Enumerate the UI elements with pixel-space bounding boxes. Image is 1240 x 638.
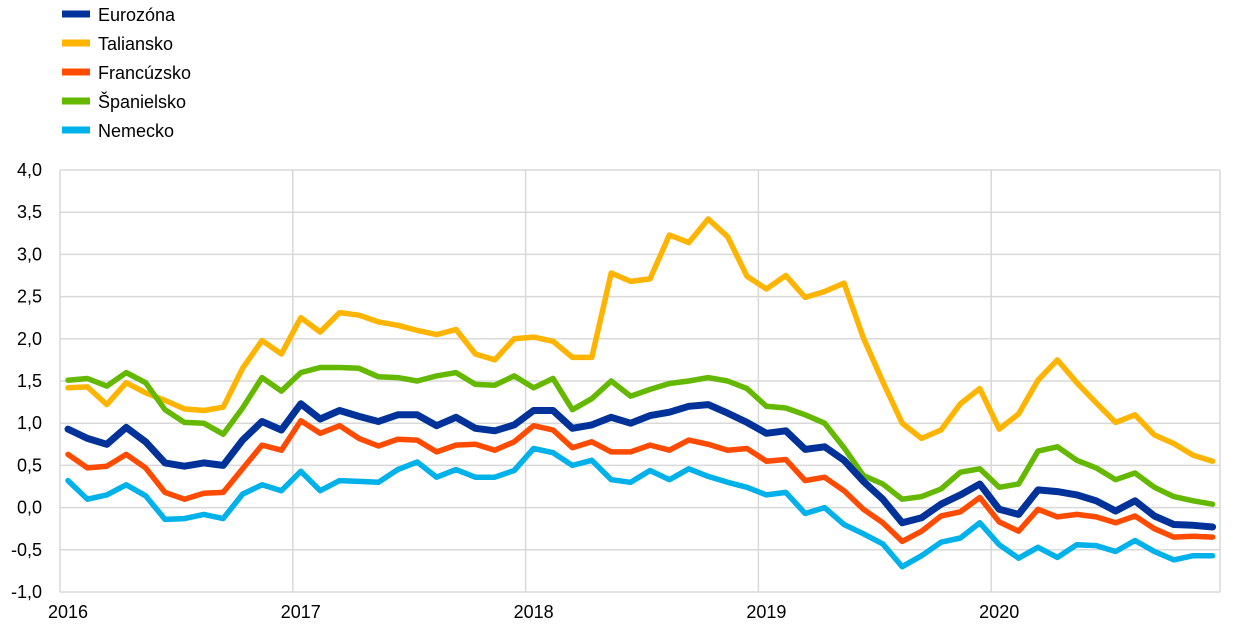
y-tick-label: 1,0 [17,413,42,433]
legend: Eurozóna Taliansko Francúzsko Španielsko Nem… [62,5,191,141]
series-line-taliansko [65,216,1216,464]
y-tick-label: -1,0 [11,582,42,602]
y-tick-label: 4,0 [17,160,42,180]
x-tick-label: 2018 [514,602,554,622]
series-line-eurozóna [64,400,1217,531]
legend-label: Nemecko [98,121,174,141]
y-tick-label: 0,0 [17,498,42,518]
series-line-francúzsko [65,417,1216,545]
x-tick-label: 2017 [281,602,321,622]
legend-label: Španielsko [98,91,186,112]
legend-label: Taliansko [98,34,173,54]
x-tick-label: 2016 [48,602,88,622]
series-line-španielsko [65,364,1216,507]
y-tick-label: 0,5 [17,455,42,475]
y-tick-label: 2,5 [17,287,42,307]
y-tick-label: -0,5 [11,540,42,560]
legend-label: Eurozóna [98,5,176,25]
x-tick-label: 2019 [746,602,786,622]
y-tick-label: 3,5 [17,202,42,222]
x-tick-label: 2020 [979,602,1019,622]
y-tick-label: 2,0 [17,329,42,349]
series-line-nemecko [65,445,1216,570]
axes: 4,0 3,5 3,0 2,5 2,0 1,5 1,0 0,5 0,0 -0,5 -1,0 2016 2… [11,160,1019,622]
series-lines [64,216,1217,570]
y-tick-label: 3,0 [17,244,42,264]
legend-label: Francúzsko [98,63,191,83]
y-tick-label: 1,5 [17,371,42,391]
